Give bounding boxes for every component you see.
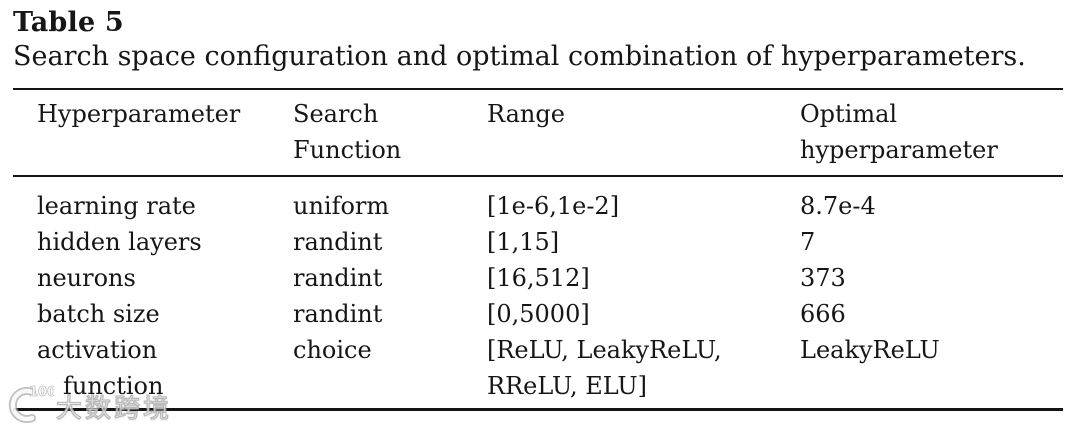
cell-hyperparameter: batch size: [37, 300, 160, 328]
table-row-learning-rate: learning rate uniform [1e-6,1e-2] 8.7e-4: [13, 176, 1063, 224]
table-caption: Search space configuration and optimal c…: [13, 41, 1026, 72]
cell-hyperparameter: hidden layers: [37, 228, 202, 256]
cell-search-function: choice: [293, 336, 372, 364]
table-row-hidden-layers: hidden layers randint [1,15] 7: [13, 224, 1063, 260]
col-header-optimal-hyperparameter: Optimal hyperparameter: [800, 89, 1063, 177]
cell-hyperparameter: neurons: [37, 264, 136, 292]
cell-search-function: randint: [293, 264, 383, 292]
cell-search-function: randint: [293, 300, 383, 328]
col-header-range: Range: [487, 89, 800, 177]
table-label: Table 5: [13, 7, 124, 38]
cell-search-function: uniform: [293, 192, 390, 220]
cell-range: [16,512]: [487, 264, 590, 292]
col-header-search-function: Search Function: [293, 89, 487, 177]
cell-optimal: LeakyReLU: [800, 336, 940, 364]
cell-optimal: 373: [800, 264, 846, 292]
hyperparameter-table: Hyperparameter Search Function Range Opt…: [13, 88, 1063, 411]
table-row-neurons: neurons randint [16,512] 373: [13, 260, 1063, 296]
cell-range: [1e-6,1e-2]: [487, 192, 620, 220]
cell-range: [ReLU, LeakyReLU, RReLU, ELU]: [487, 336, 722, 400]
col-header-hyperparameter: Hyperparameter: [13, 89, 293, 177]
table-row-activation-function: activation function choice [ReLU, LeakyRe…: [13, 332, 1063, 410]
cell-range: [0,5000]: [487, 300, 590, 328]
cell-optimal: 8.7e-4: [800, 192, 876, 220]
cell-hyperparameter: activation function: [37, 336, 164, 400]
cell-optimal: 7: [800, 228, 816, 256]
cell-hyperparameter: learning rate: [37, 192, 196, 220]
cell-optimal: 666: [800, 300, 846, 328]
cell-range: [1,15]: [487, 228, 560, 256]
cell-search-function: randint: [293, 228, 383, 256]
table-header-row: Hyperparameter Search Function Range Opt…: [13, 89, 1063, 177]
table-row-batch-size: batch size randint [0,5000] 666: [13, 296, 1063, 332]
